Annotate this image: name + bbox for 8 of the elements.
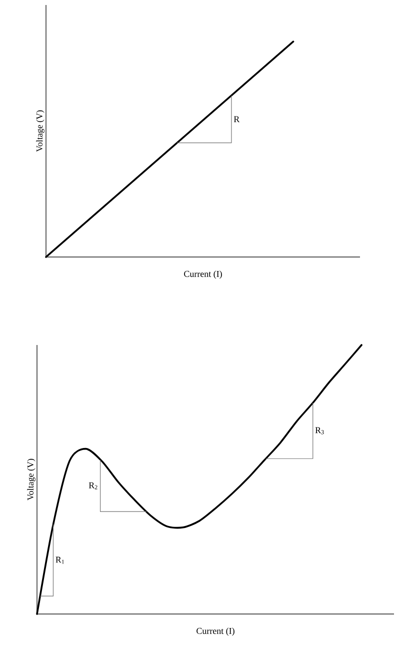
x-axis-title: Current (I)	[196, 628, 234, 636]
x-axis-title: Current (I)	[184, 270, 222, 279]
y-axis-title: Voltage (V)	[36, 110, 44, 152]
annotation: R$_{3}$	[315, 427, 324, 434]
annotation: R	[234, 116, 240, 122]
y-axis-title: Voltage (V)	[27, 458, 36, 500]
annotation: R$_{2}$	[88, 482, 98, 490]
annotation: R$_{1}$	[56, 556, 64, 564]
